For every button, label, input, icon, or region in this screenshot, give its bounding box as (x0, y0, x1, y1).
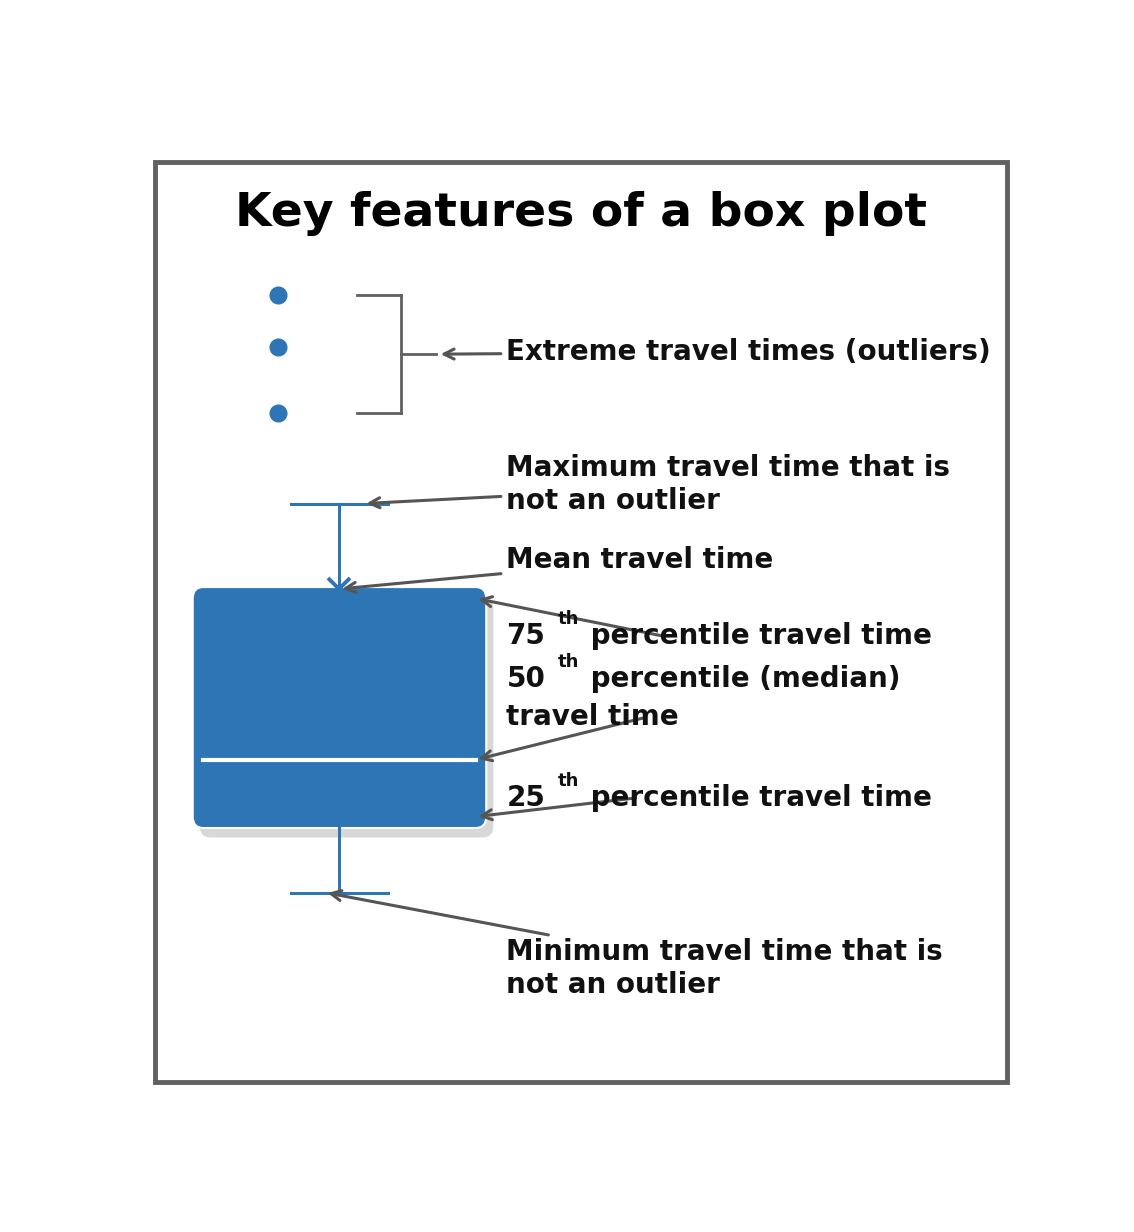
FancyBboxPatch shape (193, 588, 486, 828)
Text: th: th (558, 653, 578, 671)
Text: travel time: travel time (507, 703, 679, 731)
Text: percentile (median): percentile (median) (581, 665, 900, 694)
Text: Extreme travel times (outliers): Extreme travel times (outliers) (445, 338, 991, 366)
Text: Minimum travel time that is
not an outlier: Minimum travel time that is not an outli… (331, 891, 943, 999)
Text: percentile travel time: percentile travel time (581, 784, 932, 812)
Text: percentile travel time: percentile travel time (581, 622, 932, 650)
FancyBboxPatch shape (200, 596, 493, 838)
Text: 25: 25 (507, 784, 545, 812)
Text: th: th (558, 771, 578, 790)
Text: 50: 50 (507, 665, 545, 694)
Text: Maximum travel time that is
not an outlier: Maximum travel time that is not an outli… (370, 455, 950, 515)
Text: Mean travel time: Mean travel time (346, 547, 773, 593)
Text: Key features of a box plot: Key features of a box plot (235, 191, 928, 235)
Text: 75: 75 (507, 622, 545, 650)
Text: th: th (558, 610, 578, 628)
